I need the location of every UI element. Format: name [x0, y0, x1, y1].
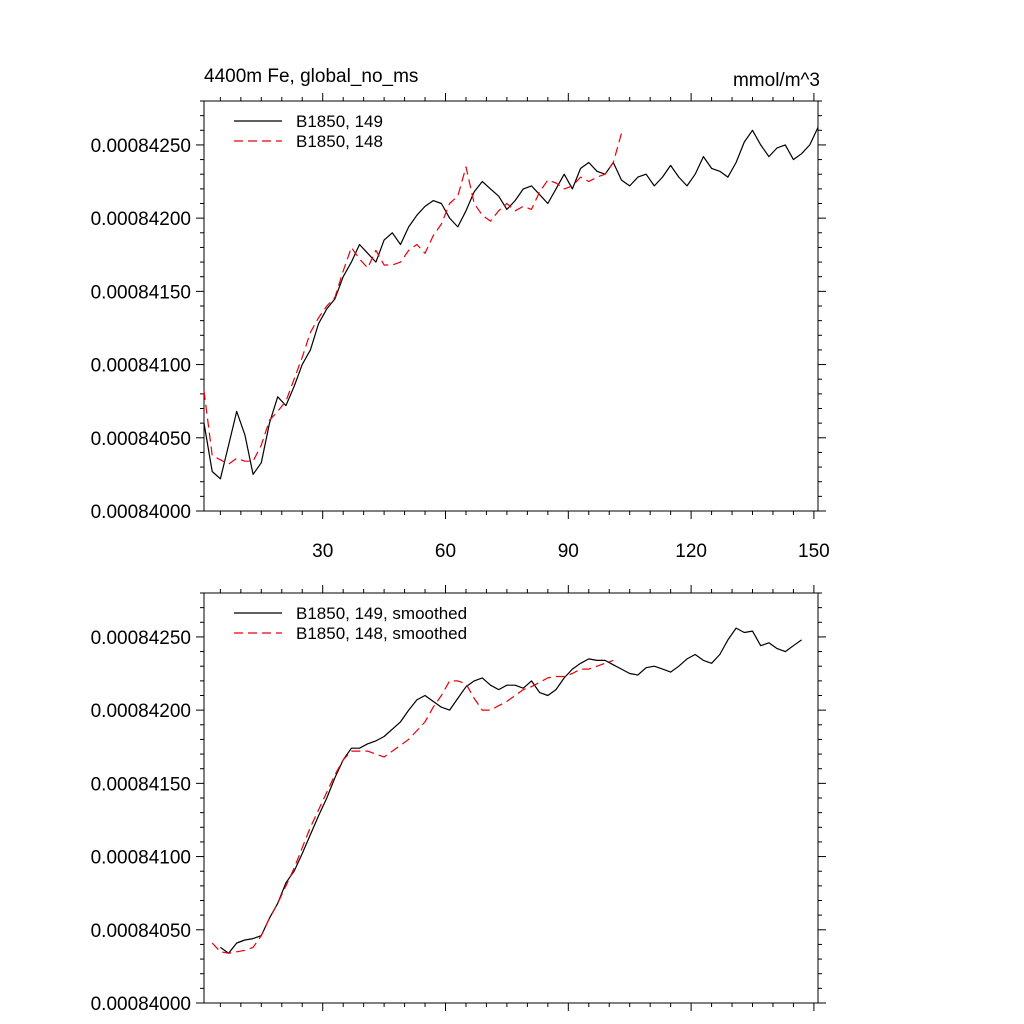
y-tick-label: 0.00084200 — [91, 209, 191, 230]
x-tick-label: 90 — [558, 541, 579, 562]
axis-ticks-top — [196, 93, 826, 519]
legend-label: B1850, 148 — [296, 132, 383, 151]
legend-label: B1850, 148, smoothed — [296, 624, 467, 643]
series-line — [203, 133, 623, 465]
y-tick-label: 0.00084100 — [91, 356, 191, 377]
y-tick-label: 0.00084200 — [91, 701, 191, 722]
x-tick-label: 120 — [675, 541, 707, 562]
y-tick-label: 0.00084050 — [91, 921, 191, 942]
y-tick-label: 0.00084050 — [91, 429, 191, 450]
bottom-panel: 0.00084000 0.00084050 0.00084100 0.00084150… — [91, 585, 826, 1015]
y-tick-label: 0.00084000 — [91, 994, 191, 1015]
legend-label: B1850, 149, smoothed — [296, 604, 467, 623]
x-tick-label: 150 — [798, 541, 830, 562]
x-tick-label: 60 — [435, 541, 456, 562]
axis-ticks-bottom — [196, 585, 826, 1011]
y-tick-labels-bottom: 0.00084000 0.00084050 0.00084100 0.00084150… — [91, 628, 191, 1015]
series-lines-bottom — [211, 627, 802, 954]
series-line — [211, 659, 614, 954]
series-line — [203, 127, 819, 480]
units-label: mmol/m^3 — [733, 70, 820, 91]
y-tick-label: 0.00084150 — [91, 774, 191, 795]
y-tick-label: 0.00084150 — [91, 282, 191, 303]
legend-label: B1850, 149 — [296, 112, 383, 131]
y-tick-label: 0.00084250 — [91, 628, 191, 649]
series-line — [220, 627, 802, 954]
top-panel: 4400m Fe, global_no_ms mmol/m^3 0.000840… — [91, 66, 830, 562]
y-tick-label: 0.00084250 — [91, 136, 191, 157]
y-tick-label: 0.00084100 — [91, 848, 191, 869]
series-lines-top — [203, 127, 819, 480]
plot-frame-top — [203, 100, 819, 512]
x-tick-labels-top: 30 60 90 120 150 — [312, 541, 830, 562]
x-tick-label: 30 — [312, 541, 333, 562]
plot-frame-bottom — [203, 592, 819, 1004]
chart-title: 4400m Fe, global_no_ms — [204, 66, 418, 87]
y-tick-labels-top: 0.00084000 0.00084050 0.00084100 0.00084150… — [91, 136, 191, 523]
y-tick-label: 0.00084000 — [91, 502, 191, 523]
